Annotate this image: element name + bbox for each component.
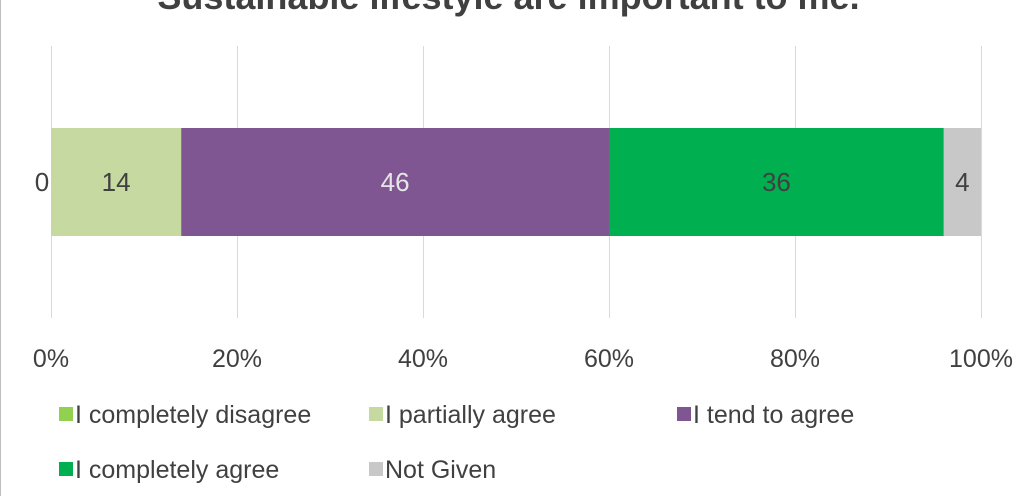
bars	[51, 128, 981, 236]
x-tick-label: 0%	[33, 345, 69, 373]
x-tick-label: 40%	[398, 345, 448, 373]
legend-label: I completely agree	[75, 456, 279, 484]
legend-label: I tend to agree	[693, 401, 854, 429]
chart-title: Sustainable lifestyle are important to m…	[0, 0, 1017, 18]
x-tick-label: 20%	[212, 345, 262, 373]
x-tick-label: 80%	[770, 345, 820, 373]
legend: I completely disagree I partially agree I …	[59, 401, 854, 484]
bar-segment	[51, 128, 182, 236]
data-label: 14	[102, 167, 131, 197]
legend-item: Not Given	[369, 456, 496, 484]
legend-item: I completely agree	[59, 456, 279, 484]
legend-item: I completely disagree	[59, 401, 311, 429]
legend-swatch	[369, 462, 383, 476]
data-labels: 0 14 46 36 4	[35, 167, 970, 197]
x-tick-label: 60%	[584, 345, 634, 373]
legend-label: Not Given	[385, 456, 496, 484]
legend-label: I partially agree	[385, 401, 556, 429]
bar-segment	[943, 128, 981, 236]
data-label: 36	[762, 167, 791, 197]
legend-swatch	[677, 407, 691, 421]
legend-item: I tend to agree	[677, 401, 854, 429]
legend-swatch	[59, 407, 73, 421]
x-tick-label: 100%	[949, 345, 1013, 373]
chart-border	[0, 0, 1, 496]
bar-segment	[181, 128, 609, 236]
legend-label: I completely disagree	[75, 401, 311, 429]
legend-item: I partially agree	[369, 401, 556, 429]
data-label: 46	[381, 167, 410, 197]
bar-segment	[609, 128, 944, 236]
data-label: 4	[955, 167, 969, 197]
data-label: 0	[35, 167, 49, 197]
legend-swatch	[369, 407, 383, 421]
x-axis-ticks: 0% 20% 40% 60% 80% 100%	[33, 345, 1013, 373]
legend-swatch	[59, 462, 73, 476]
